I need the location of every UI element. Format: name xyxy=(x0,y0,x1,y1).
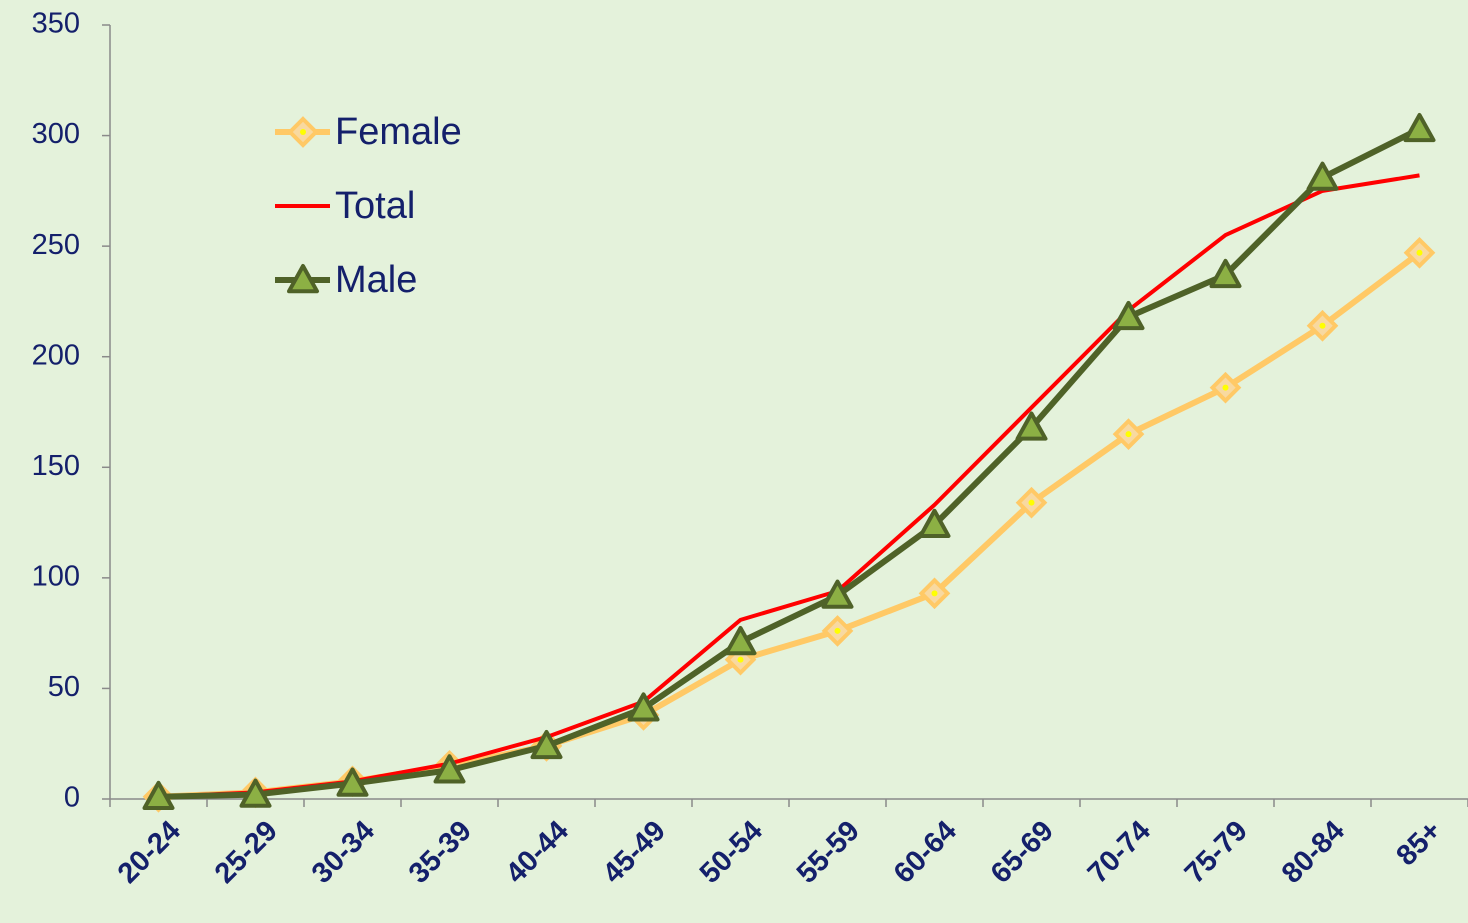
x-tick-label: 70-74 xyxy=(1082,815,1157,890)
marker xyxy=(1403,112,1436,143)
marker xyxy=(142,780,175,810)
y-tick-label: 300 xyxy=(32,118,80,150)
y-tick-label: 50 xyxy=(48,671,80,703)
marker xyxy=(724,625,757,656)
marker-dot xyxy=(834,627,841,634)
marker-dot xyxy=(1222,384,1229,391)
marker-dot xyxy=(1416,249,1423,256)
series-line xyxy=(158,126,1421,800)
legend-label: Male xyxy=(335,259,417,301)
marker xyxy=(1209,371,1242,404)
marker-dot xyxy=(931,590,938,597)
marker xyxy=(530,729,563,760)
x-tick-label: 60-64 xyxy=(888,815,963,890)
marker xyxy=(1306,309,1339,342)
marker xyxy=(821,579,854,609)
marker-dot xyxy=(1028,499,1035,506)
marker xyxy=(918,577,951,610)
marker-dot xyxy=(300,129,306,135)
marker xyxy=(287,116,319,148)
marker xyxy=(1015,411,1048,441)
marker xyxy=(1403,236,1436,269)
x-tick-label: 40-44 xyxy=(500,815,575,890)
x-tick-label: 65-69 xyxy=(985,815,1060,890)
marker xyxy=(433,754,466,784)
marker xyxy=(1209,258,1242,289)
y-tick-label: 0 xyxy=(64,782,80,814)
marker xyxy=(1306,161,1339,191)
y-tick-label: 150 xyxy=(32,450,80,482)
marker-dot xyxy=(737,656,744,663)
marker xyxy=(627,692,660,722)
legend-label: Female xyxy=(335,111,462,153)
y-tick-label: 250 xyxy=(32,229,80,261)
marker xyxy=(239,778,272,808)
x-tick-label: 45-49 xyxy=(597,815,672,890)
x-tick-label: 20-24 xyxy=(112,815,187,890)
x-tick-label: 80-84 xyxy=(1276,815,1351,890)
marker-dot xyxy=(1319,322,1326,329)
y-tick-label: 200 xyxy=(32,339,80,371)
x-tick-label: 35-39 xyxy=(403,815,478,890)
marker xyxy=(821,615,854,647)
marker-dot xyxy=(1125,431,1132,438)
x-tick-label: 55-59 xyxy=(791,815,866,890)
x-tick-label: 75-79 xyxy=(1179,815,1254,890)
legend-label: Total xyxy=(335,185,415,227)
marker xyxy=(1112,418,1145,450)
marker xyxy=(918,508,951,538)
marker xyxy=(336,767,369,797)
y-tick-label: 350 xyxy=(32,8,80,40)
x-tick-label: 50-54 xyxy=(694,815,769,890)
x-tick-label: 85+ xyxy=(1390,815,1447,872)
x-tick-label: 25-29 xyxy=(209,815,284,890)
series-line xyxy=(158,250,1422,800)
x-tick-label: 30-34 xyxy=(306,815,381,890)
marker xyxy=(1015,486,1048,519)
marker xyxy=(1112,300,1145,331)
marker xyxy=(287,264,319,294)
y-tick-label: 100 xyxy=(32,561,80,593)
